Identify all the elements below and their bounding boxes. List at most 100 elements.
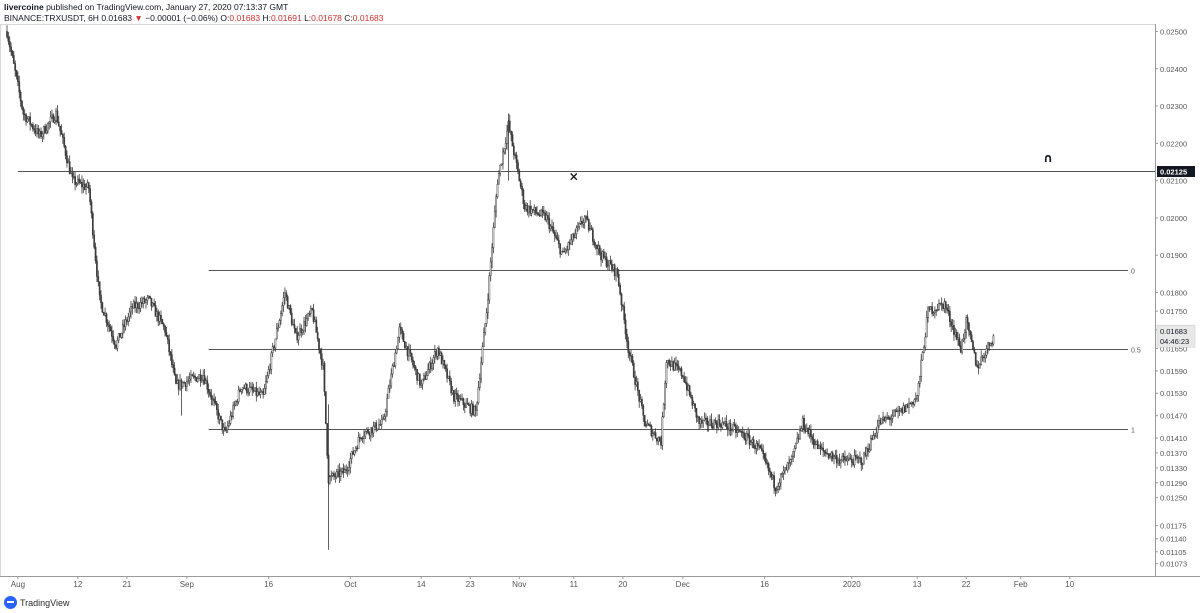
candle-body <box>263 388 266 395</box>
candle-body <box>147 295 150 298</box>
candle-body <box>376 428 379 431</box>
candle-body <box>825 451 827 454</box>
candle-body <box>406 346 409 357</box>
candle-body <box>188 378 191 381</box>
candle-body <box>934 309 936 313</box>
candle-body <box>62 134 64 138</box>
candle-body <box>906 404 909 408</box>
candle-body <box>707 424 710 427</box>
candle-body <box>631 356 634 364</box>
candle-body <box>867 448 869 452</box>
candle-body <box>976 364 978 367</box>
candle-body <box>203 375 206 384</box>
candle-body <box>41 133 44 137</box>
candle-body <box>534 207 537 213</box>
candle-body <box>211 398 214 400</box>
candle-body <box>748 435 751 445</box>
candle-body <box>450 380 453 394</box>
candle-body <box>684 381 687 384</box>
candle-body <box>165 332 168 336</box>
candle-body <box>280 313 282 321</box>
candle-body <box>339 470 342 478</box>
candle-body <box>221 419 224 431</box>
candle-body <box>412 359 414 366</box>
candle-body <box>23 114 26 116</box>
candle-body <box>454 393 457 402</box>
candle-body <box>288 305 290 309</box>
candle-body <box>72 176 75 178</box>
candle-body <box>315 319 318 333</box>
candle-body <box>726 426 729 431</box>
candle-body <box>164 325 166 333</box>
candle-body <box>354 447 357 451</box>
candle-body <box>589 228 591 231</box>
candle-body <box>37 128 40 135</box>
candle-body <box>87 182 90 189</box>
candle-body <box>247 392 250 394</box>
candle-body <box>646 423 649 427</box>
candle-body <box>542 211 545 214</box>
candle-body <box>662 403 665 417</box>
candle-body <box>515 154 518 163</box>
candle-body <box>579 220 582 224</box>
y-tick-label: 0.01140 <box>1160 535 1187 544</box>
candle-body <box>818 445 820 450</box>
candle-body <box>619 285 621 295</box>
candle-body <box>583 216 586 223</box>
candle-body <box>496 183 499 197</box>
candle-body <box>677 365 680 370</box>
candle-body <box>301 330 304 333</box>
candle-body <box>431 363 433 370</box>
candle-body <box>421 378 424 385</box>
author-name[interactable]: livercoine <box>4 2 44 12</box>
candle-body <box>686 382 688 391</box>
y-tick-label: 0.01800 <box>1160 289 1187 298</box>
candle-body <box>666 360 669 363</box>
candle-body <box>86 182 89 188</box>
candle-body <box>611 264 613 270</box>
candle-body <box>613 264 616 277</box>
candle-body <box>521 186 523 191</box>
candle-body <box>962 338 965 341</box>
candle-body <box>917 383 920 396</box>
candle-body <box>623 305 626 321</box>
candle-body <box>597 245 600 249</box>
candle-body <box>823 450 826 453</box>
candle-body <box>399 326 402 330</box>
high-label: H: <box>262 13 271 23</box>
candle-body <box>710 419 713 427</box>
candle-body <box>657 437 660 442</box>
candle-body <box>297 335 300 341</box>
candle-body <box>235 400 237 406</box>
open-value: 0.01683 <box>229 13 261 23</box>
candle-body <box>804 429 807 432</box>
candle-body <box>27 116 30 120</box>
candle-body <box>220 415 222 420</box>
candle-body <box>859 457 861 459</box>
candle-body <box>716 422 718 429</box>
tradingview-logo[interactable]: TradingView <box>4 596 70 609</box>
candle-body <box>372 425 375 434</box>
candle-body <box>262 391 264 395</box>
candle-body <box>187 380 190 382</box>
candle-body <box>939 302 942 305</box>
candle-body <box>410 352 413 361</box>
open-label: O: <box>220 13 230 23</box>
candle-body <box>816 440 819 450</box>
candle-body <box>309 308 312 314</box>
candle-body <box>944 301 947 309</box>
candle-body <box>850 459 853 463</box>
x-tick-label: Dec <box>676 580 690 589</box>
candle-body <box>541 209 544 213</box>
candle-body <box>503 148 506 153</box>
candle-body <box>529 205 532 214</box>
candle-body <box>348 467 350 471</box>
candle-body <box>64 146 67 156</box>
current-price-label: 0.01683 <box>1160 327 1187 336</box>
candle-body <box>91 213 94 236</box>
candle-body <box>961 339 963 353</box>
candle-body <box>912 401 914 405</box>
candle-body <box>413 364 416 368</box>
candle-body <box>745 433 748 441</box>
